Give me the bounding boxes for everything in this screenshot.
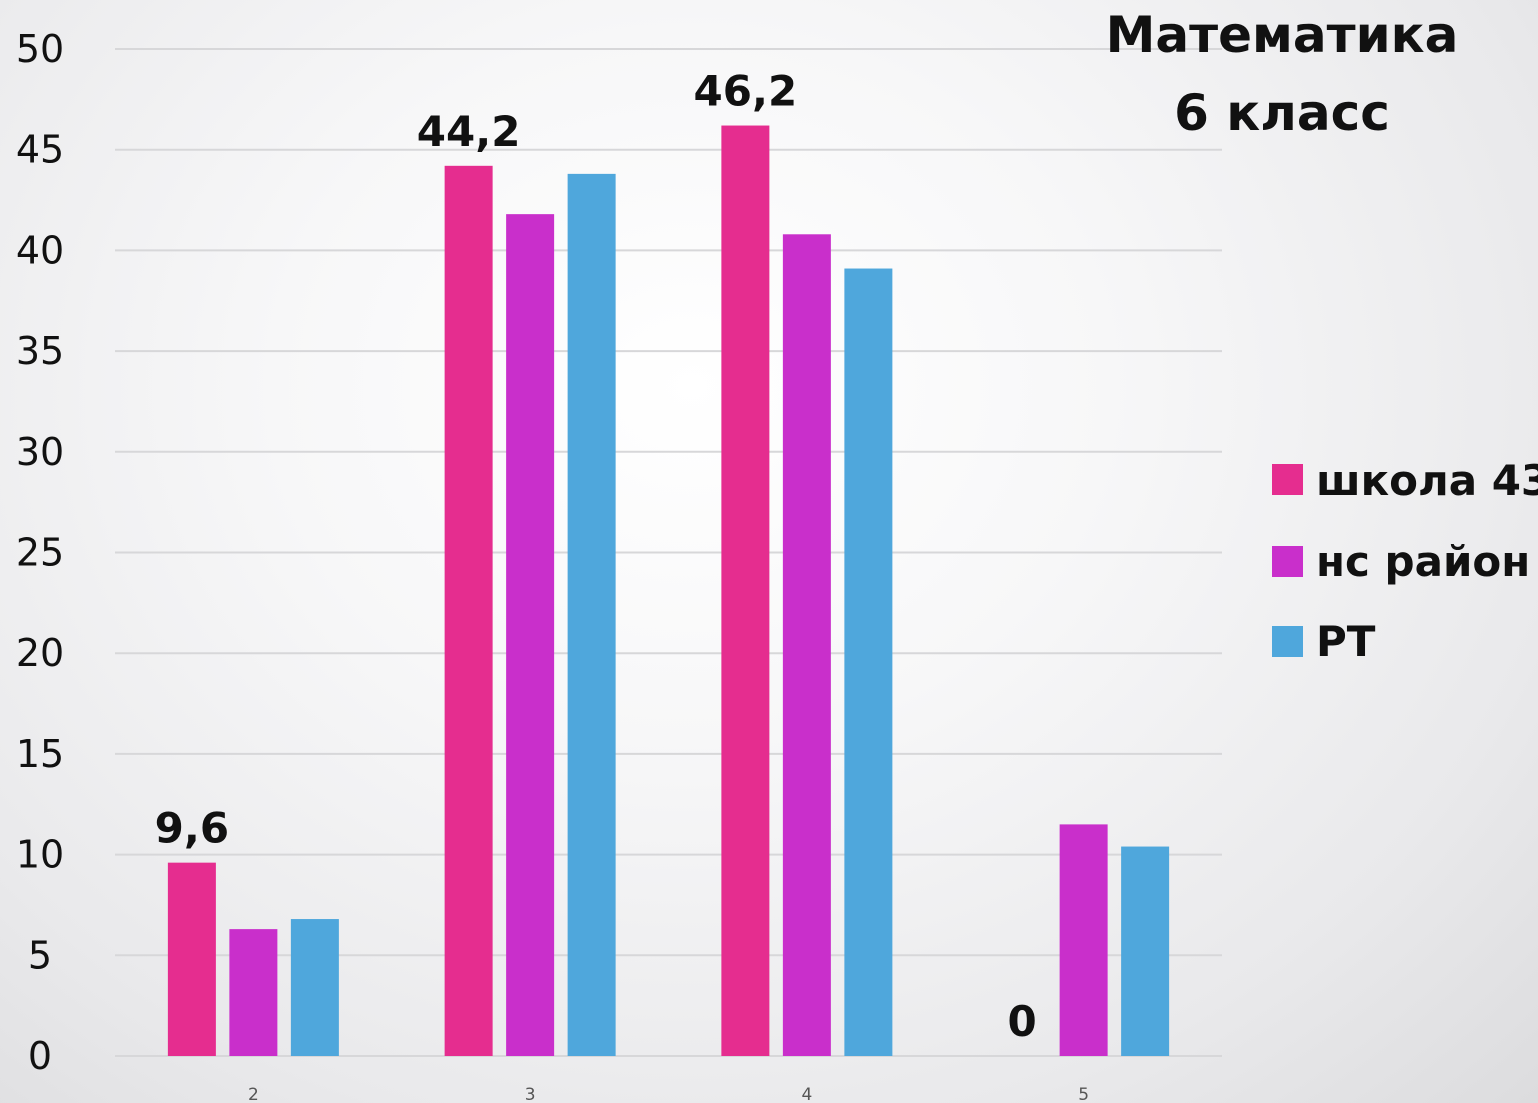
bar-series-1-cat-1 bbox=[506, 214, 555, 1056]
x-tick-label: 4 bbox=[801, 1085, 812, 1103]
bar-series-2-cat-3 bbox=[1121, 846, 1170, 1056]
y-tick-label: 5 bbox=[28, 933, 52, 977]
x-tick-label: 2 bbox=[248, 1085, 259, 1103]
bar-series-1-cat-0 bbox=[229, 929, 278, 1056]
legend: школа 43 нс район РТ bbox=[1272, 456, 1538, 666]
legend-swatch-ns-district bbox=[1272, 546, 1303, 577]
y-axis-ticks: 0 5 10 15 20 25 30 35 40 45 50 bbox=[16, 27, 64, 1078]
chart-title: Математика 6 класс bbox=[1106, 6, 1459, 142]
data-label: 46,2 bbox=[694, 67, 798, 116]
x-axis-ticks: 2 3 4 5 bbox=[248, 1085, 1089, 1103]
bar-series-0-cat-0 bbox=[167, 862, 216, 1056]
bars bbox=[167, 125, 1170, 1057]
y-tick-label: 0 bbox=[28, 1034, 52, 1078]
x-tick-label: 3 bbox=[525, 1085, 536, 1103]
chart-title-line-2: 6 класс bbox=[1174, 84, 1390, 142]
legend-label-ns-district: нс район bbox=[1316, 537, 1530, 586]
x-tick-label: 5 bbox=[1078, 1085, 1089, 1103]
bar-series-0-cat-2 bbox=[721, 125, 770, 1057]
y-tick-label: 15 bbox=[16, 732, 64, 776]
bar-series-0-cat-1 bbox=[444, 165, 493, 1056]
y-tick-label: 35 bbox=[16, 329, 64, 373]
bar-series-1-cat-2 bbox=[782, 234, 831, 1057]
y-tick-label: 40 bbox=[16, 228, 64, 272]
y-tick-label: 25 bbox=[16, 531, 64, 575]
legend-swatch-rt bbox=[1272, 626, 1303, 657]
bar-series-1-cat-3 bbox=[1059, 824, 1108, 1056]
y-tick-label: 45 bbox=[16, 128, 64, 172]
y-tick-label: 30 bbox=[16, 430, 64, 474]
y-tick-label: 20 bbox=[16, 631, 64, 675]
y-tick-label: 50 bbox=[16, 27, 64, 71]
data-label: 0 bbox=[1008, 997, 1037, 1046]
chart-title-line-1: Математика bbox=[1106, 6, 1459, 64]
bar-series-2-cat-2 bbox=[844, 268, 893, 1056]
legend-swatch-school-43 bbox=[1272, 464, 1303, 495]
bar-series-2-cat-1 bbox=[567, 173, 616, 1057]
y-tick-label: 10 bbox=[16, 833, 64, 877]
legend-label-school-43: школа 43 bbox=[1316, 456, 1538, 505]
bar-series-2-cat-0 bbox=[290, 919, 339, 1056]
gridlines bbox=[115, 48, 1222, 1057]
data-labels: 9,6 44,2 46,2 0 bbox=[155, 67, 1037, 1046]
data-label: 44,2 bbox=[417, 107, 521, 156]
data-label: 9,6 bbox=[155, 804, 229, 853]
legend-label-rt: РТ bbox=[1316, 617, 1376, 666]
